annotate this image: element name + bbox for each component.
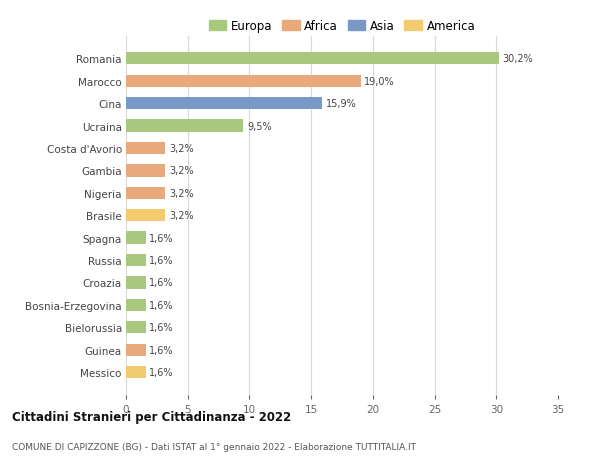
Bar [126,277,146,289]
Bar [126,142,166,155]
Bar [126,53,499,65]
Bar [126,210,166,222]
Bar [126,366,146,379]
Text: 3,2%: 3,2% [169,211,194,221]
Text: 1,6%: 1,6% [149,345,174,355]
Text: 3,2%: 3,2% [169,166,194,176]
Bar [126,75,361,88]
Bar [126,254,146,267]
Text: 9,5%: 9,5% [247,121,272,131]
Text: 1,6%: 1,6% [149,300,174,310]
Legend: Europa, Africa, Asia, America: Europa, Africa, Asia, America [206,17,478,35]
Bar [126,344,146,356]
Text: 1,6%: 1,6% [149,256,174,265]
Text: 1,6%: 1,6% [149,367,174,377]
Text: 1,6%: 1,6% [149,323,174,333]
Bar [126,187,166,200]
Text: 3,2%: 3,2% [169,188,194,198]
Bar [126,299,146,311]
Bar [126,321,146,334]
Bar [126,98,322,110]
Bar [126,165,166,177]
Text: 1,6%: 1,6% [149,278,174,288]
Text: 1,6%: 1,6% [149,233,174,243]
Text: 3,2%: 3,2% [169,144,194,154]
Text: 15,9%: 15,9% [326,99,357,109]
Text: COMUNE DI CAPIZZONE (BG) - Dati ISTAT al 1° gennaio 2022 - Elaborazione TUTTITAL: COMUNE DI CAPIZZONE (BG) - Dati ISTAT al… [12,442,416,451]
Text: 19,0%: 19,0% [364,77,395,86]
Bar [126,120,243,132]
Bar [126,232,146,244]
Text: 30,2%: 30,2% [502,54,533,64]
Text: Cittadini Stranieri per Cittadinanza - 2022: Cittadini Stranieri per Cittadinanza - 2… [12,410,291,423]
